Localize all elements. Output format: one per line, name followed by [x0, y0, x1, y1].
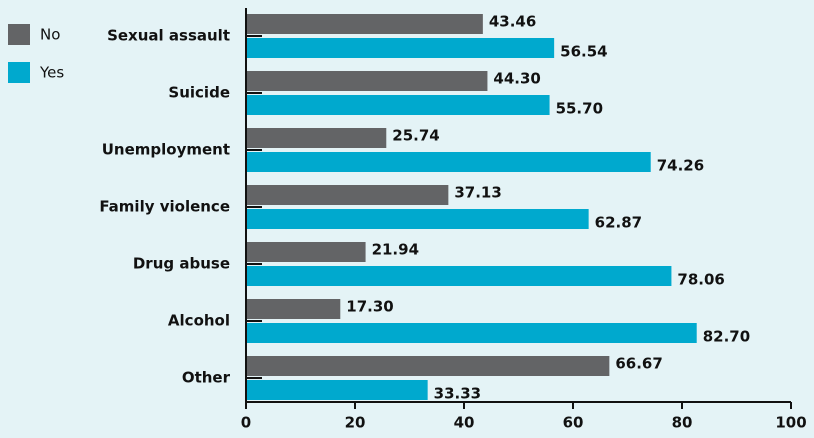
bar — [246, 38, 555, 58]
bar — [246, 95, 550, 115]
bar — [246, 266, 672, 286]
value-label: 43.46 — [489, 13, 536, 31]
value-label: 82.70 — [703, 328, 750, 346]
bar — [246, 128, 387, 148]
y-tick-label: Other — [182, 369, 231, 387]
y-tick-label: Suicide — [168, 84, 230, 102]
value-label: 62.87 — [595, 214, 642, 232]
value-label: 78.06 — [677, 271, 724, 289]
legend-label: Yes — [39, 64, 64, 82]
legend-swatch — [8, 24, 30, 45]
y-tick-label: Alcohol — [168, 312, 230, 330]
value-label: 66.67 — [615, 355, 662, 373]
bar — [246, 380, 428, 400]
legend-swatch — [8, 62, 30, 83]
y-tick-label: Sexual assault — [107, 27, 230, 45]
bar — [246, 323, 697, 343]
bar — [246, 209, 589, 229]
bar — [246, 242, 366, 262]
x-tick-label: 60 — [563, 414, 584, 432]
value-label: 37.13 — [454, 184, 501, 202]
value-label: 74.26 — [657, 157, 704, 175]
y-tick-label: Drug abuse — [133, 255, 230, 273]
y-tick-label: Unemployment — [102, 141, 230, 159]
value-label: 56.54 — [560, 43, 607, 61]
x-tick-label: 100 — [775, 414, 806, 432]
value-label: 44.30 — [493, 70, 540, 88]
x-tick-label: 40 — [454, 414, 475, 432]
bar — [246, 356, 610, 376]
x-tick-label: 0 — [241, 414, 251, 432]
legend-label: No — [40, 26, 60, 44]
x-tick-label: 20 — [345, 414, 366, 432]
y-tick-label: Family violence — [99, 198, 230, 216]
value-label: 55.70 — [556, 100, 603, 118]
bar — [246, 14, 483, 34]
bar — [246, 299, 341, 319]
bar — [246, 71, 488, 91]
value-label: 17.30 — [346, 298, 393, 316]
bar — [246, 152, 651, 172]
value-label: 21.94 — [372, 241, 419, 259]
value-label: 25.74 — [392, 127, 439, 145]
x-tick-label: 80 — [672, 414, 693, 432]
value-label: 33.33 — [434, 385, 481, 403]
bar — [246, 185, 449, 205]
